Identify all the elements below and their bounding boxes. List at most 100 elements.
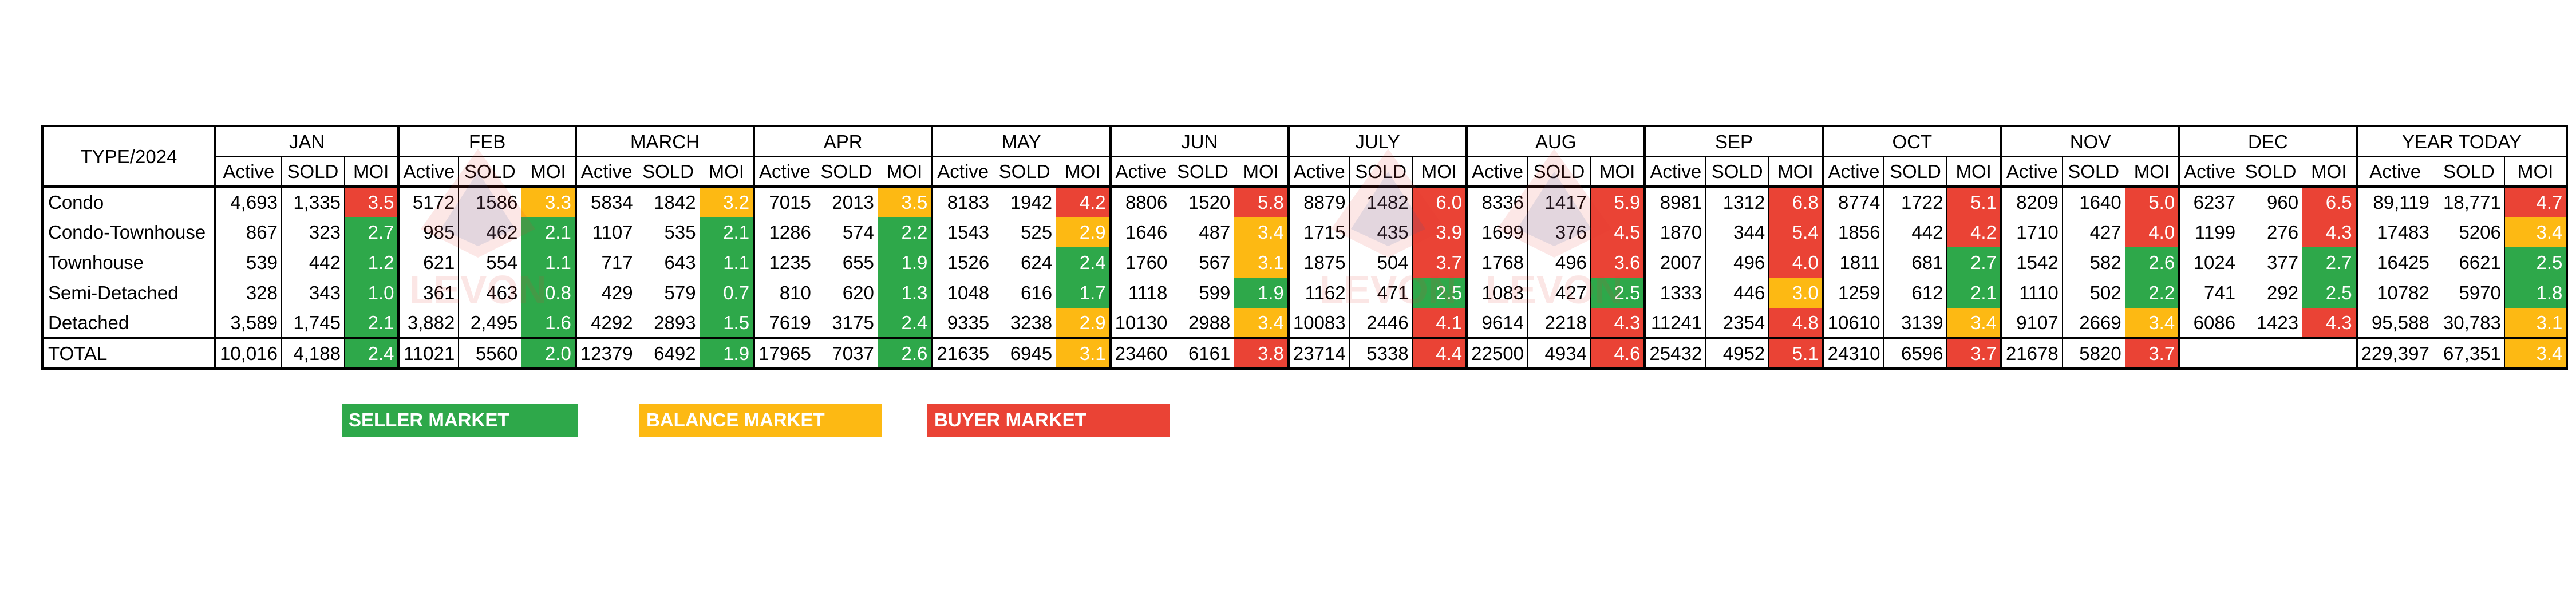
moi-value: 5.9 bbox=[1590, 187, 1646, 217]
moi-value: 0.7 bbox=[700, 278, 756, 308]
active-count: 8806 bbox=[1109, 187, 1172, 217]
active-count: 24310 bbox=[1822, 337, 1884, 369]
column-header-moi: MOI bbox=[1768, 156, 1824, 188]
active-count: 1856 bbox=[1822, 217, 1884, 247]
active-count: 2007 bbox=[1643, 247, 1706, 278]
column-header-sold: SOLD bbox=[636, 156, 700, 188]
active-count: 1526 bbox=[931, 247, 994, 278]
moi-value: 4.2 bbox=[1056, 187, 1112, 217]
moi-value: 2.1 bbox=[700, 217, 756, 247]
active-count: 89,119 bbox=[2355, 187, 2433, 217]
month-header: OCT bbox=[1822, 126, 2002, 157]
moi-value: 2.1 bbox=[521, 217, 577, 247]
active-count: 1107 bbox=[574, 217, 637, 247]
sold-count: 554 bbox=[458, 247, 522, 278]
sold-count: 4934 bbox=[1527, 337, 1591, 369]
sold-count: 292 bbox=[2239, 278, 2303, 308]
active-count: 12379 bbox=[574, 337, 637, 369]
sold-count: 67,351 bbox=[2433, 337, 2505, 369]
active-count: 7015 bbox=[753, 187, 815, 217]
sold-count: 6596 bbox=[1883, 337, 1947, 369]
column-header-moi: MOI bbox=[1056, 156, 1112, 188]
month-header: YEAR TODAY bbox=[2355, 126, 2569, 157]
column-header-sold: SOLD bbox=[280, 156, 345, 188]
moi-value: 1.5 bbox=[700, 308, 756, 338]
active-count: 6086 bbox=[2178, 308, 2240, 338]
sold-count: 624 bbox=[993, 247, 1057, 278]
column-header-sold: SOLD bbox=[1527, 156, 1591, 188]
active-count: 25432 bbox=[1643, 337, 1706, 369]
row-type-label: TOTAL bbox=[42, 337, 216, 369]
active-count: 1199 bbox=[2178, 217, 2240, 247]
moi-value: 3.4 bbox=[2504, 337, 2569, 369]
sold-count: 3139 bbox=[1883, 308, 1947, 338]
legend-seller-market: SELLER MARKET bbox=[342, 404, 578, 437]
sold-count: 616 bbox=[993, 278, 1057, 308]
month-header: DEC bbox=[2178, 126, 2358, 157]
month-header: JUN bbox=[1109, 126, 1290, 157]
type-header: TYPE/2024 bbox=[42, 126, 216, 188]
moi-value: 3.3 bbox=[521, 187, 577, 217]
moi-value: 1.0 bbox=[344, 278, 400, 308]
moi-value: 3.0 bbox=[1768, 278, 1824, 308]
active-count: 1110 bbox=[2000, 278, 2063, 308]
moi-value: 3.7 bbox=[1946, 337, 2002, 369]
active-count: 1646 bbox=[1109, 217, 1172, 247]
moi-value: 4.0 bbox=[1768, 247, 1824, 278]
moi-value: 2.6 bbox=[2125, 247, 2181, 278]
sold-count: 446 bbox=[1705, 278, 1769, 308]
sold-count: 620 bbox=[815, 278, 878, 308]
active-count: 9614 bbox=[1465, 308, 1528, 338]
moi-value: 3.2 bbox=[700, 187, 756, 217]
month-header: FEB bbox=[397, 126, 577, 157]
active-count: 8774 bbox=[1822, 187, 1884, 217]
sold-count: 535 bbox=[637, 217, 700, 247]
sold-count: 6492 bbox=[637, 337, 700, 369]
month-header: MARCH bbox=[574, 126, 756, 157]
moi-value: 1.9 bbox=[1234, 278, 1290, 308]
column-header-active: Active bbox=[753, 156, 815, 188]
column-header-sold: SOLD bbox=[2239, 156, 2303, 188]
sold-count bbox=[2239, 337, 2303, 369]
moi-value: 3.4 bbox=[2504, 217, 2569, 247]
moi-value: 2.1 bbox=[344, 308, 400, 338]
moi-value: 3.4 bbox=[1234, 308, 1290, 338]
column-header-active: Active bbox=[1643, 156, 1706, 188]
sold-count: 496 bbox=[1527, 247, 1591, 278]
column-header-sold: SOLD bbox=[1349, 156, 1413, 188]
active-count: 8879 bbox=[1287, 187, 1350, 217]
sold-count: 1942 bbox=[993, 187, 1057, 217]
sold-count: 567 bbox=[1171, 247, 1235, 278]
active-count: 16425 bbox=[2355, 247, 2433, 278]
moi-value: 2.4 bbox=[878, 308, 934, 338]
moi-value: 4.3 bbox=[2302, 308, 2358, 338]
column-header-sold: SOLD bbox=[458, 156, 522, 188]
month-header: APR bbox=[753, 126, 934, 157]
row-type-label: Detached bbox=[42, 308, 216, 338]
sold-count: 525 bbox=[993, 217, 1057, 247]
sold-count: 1423 bbox=[2239, 308, 2303, 338]
moi-value: 2.4 bbox=[344, 337, 400, 369]
moi-value: 2.4 bbox=[1056, 247, 1112, 278]
sold-count: 5820 bbox=[2062, 337, 2125, 369]
column-header-moi: MOI bbox=[1412, 156, 1468, 188]
moi-value: 3.9 bbox=[1412, 217, 1468, 247]
sold-count: 2893 bbox=[637, 308, 700, 338]
column-header-moi: MOI bbox=[877, 156, 934, 188]
active-count: 21678 bbox=[2000, 337, 2063, 369]
column-header-active: Active bbox=[214, 156, 282, 188]
moi-value: 2.7 bbox=[1946, 247, 2002, 278]
column-header-sold: SOLD bbox=[814, 156, 878, 188]
active-count: 4292 bbox=[574, 308, 637, 338]
moi-value: 4.6 bbox=[1590, 337, 1646, 369]
moi-value: 3.4 bbox=[2125, 308, 2181, 338]
active-count: 10,016 bbox=[214, 337, 282, 369]
sold-count: 496 bbox=[1705, 247, 1769, 278]
sold-count: 2446 bbox=[1349, 308, 1413, 338]
sold-count: 377 bbox=[2239, 247, 2303, 278]
moi-value: 3.5 bbox=[878, 187, 934, 217]
moi-value: 2.5 bbox=[1590, 278, 1646, 308]
active-count: 1259 bbox=[1822, 278, 1884, 308]
active-count: 1811 bbox=[1822, 247, 1884, 278]
column-header-active: Active bbox=[2355, 156, 2433, 188]
